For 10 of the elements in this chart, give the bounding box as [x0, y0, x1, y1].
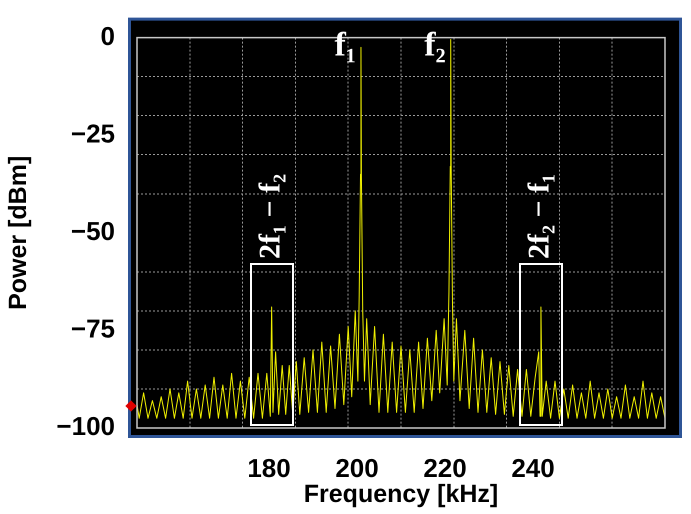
- y-axis-title: Power [dBm]: [4, 156, 32, 310]
- y-tick-label: −50: [70, 216, 115, 246]
- x-tick-label: 180: [247, 452, 291, 483]
- y-tick-label: −75: [70, 314, 115, 344]
- y-tick-label: −25: [70, 118, 115, 148]
- annotation: 2f₁ − f₂: [253, 174, 286, 259]
- x-tick-label: 240: [511, 452, 555, 483]
- y-tick-label: −100: [56, 411, 115, 442]
- y-tick-label: 0: [100, 20, 115, 51]
- annotation: 2f₂ − f₁: [522, 174, 556, 259]
